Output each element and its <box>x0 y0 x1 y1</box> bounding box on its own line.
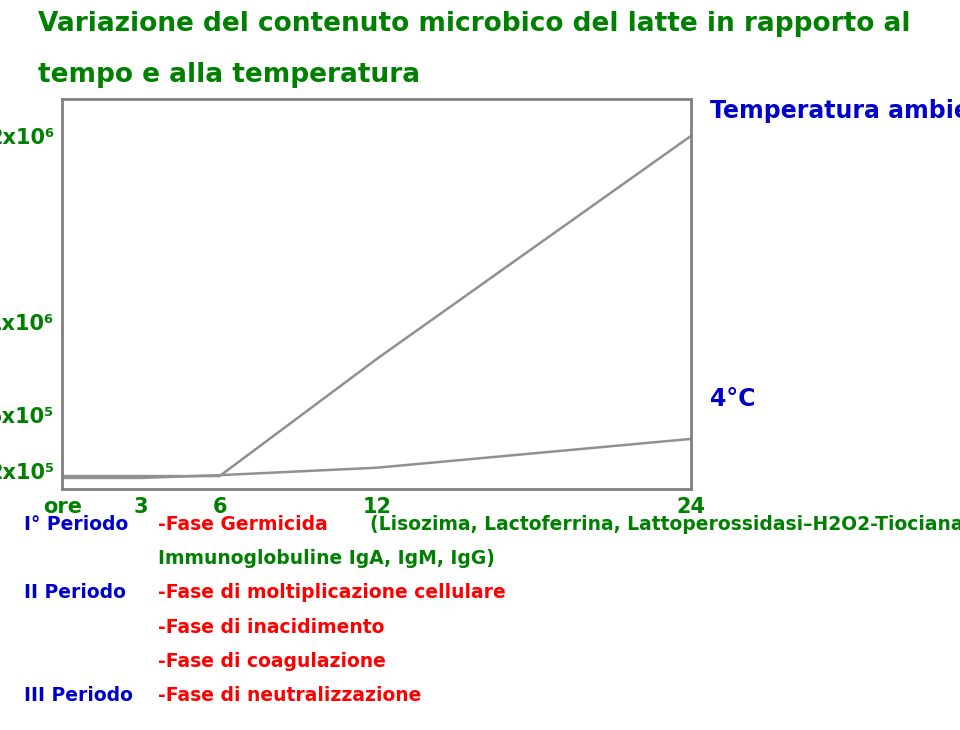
Text: Immunoglobuline IgA, IgM, IgG): Immunoglobuline IgA, IgM, IgG) <box>158 549 495 568</box>
Text: -Fase Germicida: -Fase Germicida <box>158 515 335 534</box>
Text: tempo e alla temperatura: tempo e alla temperatura <box>38 62 420 88</box>
Text: -Fase di neutralizzazione: -Fase di neutralizzazione <box>158 686 421 705</box>
Text: -Fase di coagulazione: -Fase di coagulazione <box>158 652 386 671</box>
Text: Temperatura ambiente: Temperatura ambiente <box>710 99 960 123</box>
Text: (Lisozima, Lactoferrina, Lattoperossidasi–H2O2-Tiocianato,: (Lisozima, Lactoferrina, Lattoperossidas… <box>370 515 960 534</box>
Text: II Periodo: II Periodo <box>24 583 126 602</box>
Text: Variazione del contenuto microbico del latte in rapporto al: Variazione del contenuto microbico del l… <box>38 11 911 37</box>
Text: III Periodo: III Periodo <box>24 686 132 705</box>
Text: 4°C: 4°C <box>710 388 756 411</box>
Text: I° Periodo: I° Periodo <box>24 515 129 534</box>
Text: -Fase di moltiplicazione cellulare: -Fase di moltiplicazione cellulare <box>158 583 506 602</box>
Text: -Fase di inacidimento: -Fase di inacidimento <box>158 618 385 637</box>
